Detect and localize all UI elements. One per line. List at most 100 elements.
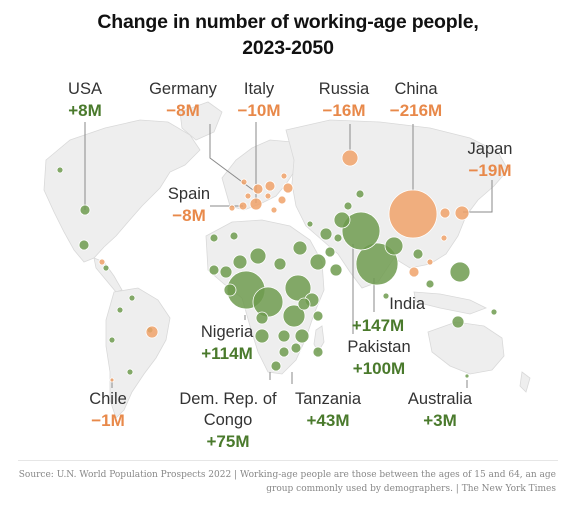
bubble-drc [252, 286, 284, 318]
indonesia-shape [413, 291, 487, 315]
germany-leader-line [209, 124, 254, 191]
europe-shape [221, 139, 301, 211]
bubble-pakistan [341, 211, 381, 251]
bubble-venezuela [128, 294, 136, 302]
label-japan-name: Japan [467, 140, 513, 158]
bubble-iraq [319, 227, 333, 241]
bubble-guatemala [102, 264, 110, 272]
label-italy-name: Italy [243, 80, 275, 98]
bubble-peru [108, 336, 116, 344]
australia-shape [427, 321, 505, 375]
title-line-1: Change in number of working-age people, [97, 11, 479, 33]
label-chile: Chile −1M [78, 389, 138, 431]
bubble-morocco [209, 233, 219, 243]
bubble-argentina [126, 368, 134, 376]
label-pakistan-value: +100M [352, 359, 406, 378]
decline-bubbles [98, 149, 470, 383]
bubble-algeria [229, 231, 239, 241]
bubble-senegal [208, 264, 220, 276]
label-nigeria-name: Nigeria [200, 323, 254, 341]
bubble-chile [109, 377, 115, 383]
bubble-chad [273, 257, 287, 271]
bubble-ethiopia [284, 274, 312, 302]
bubble-mali [232, 254, 248, 270]
label-india: India [355, 294, 425, 315]
label-chile-value: −1M [91, 411, 125, 430]
bubble-france [244, 192, 252, 200]
bubble-egypt [292, 240, 308, 256]
bubble-usa [79, 204, 91, 216]
label-spain: Spain −8M [158, 184, 220, 226]
bubble-china [388, 189, 438, 239]
label-japan: Japan −19M [452, 139, 528, 181]
label-tanzania: Tanzania +43M [286, 389, 370, 431]
label-japan-value: −19M [468, 161, 512, 180]
bubble-ghana [223, 283, 237, 297]
north-america-shape [43, 119, 201, 263]
bubble-spain [238, 201, 248, 211]
madagascar-shape [313, 325, 325, 353]
bubble-germany [252, 183, 264, 195]
bubble-malaysia [425, 279, 435, 289]
bubble-cameroon [255, 311, 269, 325]
bubble-italy [249, 197, 263, 211]
bubble-hungary [264, 192, 272, 200]
label-nigeria: Nigeria +114M [184, 322, 270, 364]
bubble-canada [56, 166, 64, 174]
bubble-saudi [324, 246, 336, 258]
label-usa: USA +8M [52, 79, 118, 121]
label-germany: Germany −8M [143, 79, 223, 121]
bubble-india [355, 242, 399, 286]
japan-leader-line [463, 180, 493, 213]
bubble-bangladesh [384, 236, 404, 256]
label-drc: Dem. Rep. of Congo +75M [168, 389, 288, 452]
chart-title: Change in number of working-age people, … [0, 9, 576, 61]
bubble-greece [270, 206, 278, 214]
label-chile-name: Chile [89, 390, 127, 408]
label-china-value: −216M [389, 101, 443, 120]
bubble-sudan [309, 253, 327, 271]
bubble-poland [264, 180, 276, 192]
bubble-portugal [228, 204, 236, 212]
greenland-shape [179, 101, 223, 141]
label-spain-name: Spain [167, 185, 211, 203]
bubble-tanzania [282, 304, 306, 328]
bubble-myanmar [412, 248, 424, 260]
label-germany-name: Germany [149, 80, 217, 98]
bubble-madagascar [312, 346, 324, 358]
bubble-iran [333, 233, 343, 243]
bubble-japan [454, 205, 470, 221]
source-line-1: Source: U.N. World Population Prospects … [18, 470, 556, 480]
label-australia-value: +3M [423, 411, 457, 430]
label-india-value-wrap: +147M [338, 315, 418, 336]
bubble-png [490, 308, 498, 316]
bubble-taiwan [440, 234, 448, 242]
bubble-ukraine [282, 182, 294, 194]
bubble-thailand [408, 266, 420, 278]
label-usa-name: USA [68, 80, 102, 98]
bubble-vietnam [426, 258, 434, 266]
label-pakistan: Pakistan +100M [334, 337, 424, 379]
bubble-burkina [219, 265, 233, 279]
source-line-2: group commonly used by demographers. | T… [266, 484, 556, 494]
bubble-uzbek [343, 201, 353, 211]
label-india-value: +147M [351, 316, 405, 335]
bubble-angola [254, 328, 270, 344]
bubble-zambia [277, 329, 291, 343]
source-divider [18, 460, 558, 461]
bubble-indonesia [449, 261, 471, 283]
bubble-kazakh [355, 189, 365, 199]
label-drc-name-1: Dem. Rep. of [179, 390, 277, 408]
label-tanzania-name: Tanzania [294, 390, 362, 408]
bubble-niger [249, 247, 267, 265]
title-line-2: 2023-2050 [242, 37, 334, 59]
bubble-colombia [116, 306, 124, 314]
label-drc-value: +75M [206, 432, 250, 451]
south-america-shape [105, 287, 171, 419]
bubble-yemen [329, 263, 343, 277]
label-tanzania-value: +43M [306, 411, 350, 430]
bubble-uk [240, 178, 248, 186]
label-russia-name: Russia [318, 80, 370, 98]
bubble-south-africa [270, 360, 282, 372]
growth-bubbles [56, 166, 498, 379]
